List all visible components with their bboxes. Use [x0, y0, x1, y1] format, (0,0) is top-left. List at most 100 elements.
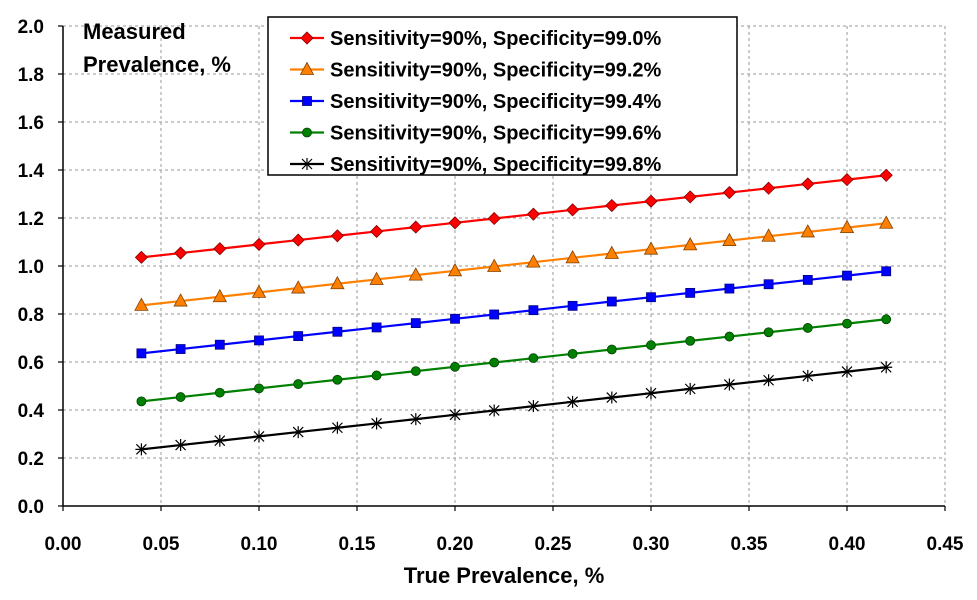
data-point: [722, 232, 737, 246]
series-line: [141, 222, 887, 307]
legend-label: Sensitivity=90%, Specificity=99.2%: [330, 60, 662, 82]
data-point: [449, 408, 461, 421]
x-tick-label: 0.05: [143, 534, 180, 555]
data-point: [723, 378, 736, 391]
axes: [58, 25, 946, 511]
data-point: [371, 370, 382, 381]
data-point: [842, 318, 852, 329]
data-point: [487, 258, 502, 272]
legend-label: Sensitivity=90%, Specificity=99.6%: [330, 123, 662, 145]
data-point: [761, 228, 776, 242]
data-point: [332, 326, 343, 337]
data-point: [212, 288, 227, 303]
y-tick-label: 1.6: [18, 113, 44, 134]
data-point: [841, 365, 853, 378]
data-point: [134, 297, 149, 311]
data-point: [606, 296, 617, 307]
y-axis-title-line-2: Prevalence, %: [83, 52, 231, 77]
data-point: [291, 233, 305, 247]
data-point: [528, 353, 539, 364]
data-point: [174, 246, 188, 260]
data-point: [685, 287, 696, 298]
data-point: [136, 348, 147, 359]
y-tick-label: 1.2: [18, 209, 44, 230]
data-point: [330, 229, 344, 243]
data-point: [134, 250, 148, 264]
data-point: [763, 327, 774, 338]
data-point: [175, 344, 186, 354]
series-1: [134, 168, 893, 264]
data-point: [762, 374, 775, 387]
data-point: [645, 387, 657, 400]
data-point: [489, 309, 500, 320]
data-point: [370, 417, 383, 430]
x-tick-label: 0.00: [45, 534, 82, 555]
data-point: [175, 392, 186, 402]
data-point: [724, 331, 735, 342]
data-point: [292, 426, 305, 439]
legend-entry: Sensitivity=90%, Specificity=99.6%: [290, 123, 662, 145]
data-point: [448, 216, 462, 230]
data-point: [605, 198, 619, 213]
series-line: [141, 366, 887, 451]
data-point: [214, 339, 225, 350]
data-point: [566, 203, 580, 217]
y-tick-label: 0.8: [18, 305, 44, 326]
data-point: [410, 366, 421, 377]
data-point: [722, 185, 736, 200]
data-point: [879, 215, 894, 229]
data-point: [447, 262, 463, 277]
data-point: [254, 335, 264, 346]
data-point: [489, 357, 500, 368]
data-point: [371, 322, 382, 333]
y-axis-title-line-1: Measured: [83, 19, 186, 44]
y-tick-label: 1.8: [18, 65, 44, 86]
data-point: [450, 361, 460, 372]
series-line: [141, 174, 887, 259]
legend-entry: Sensitivity=90%, Specificity=99.4%: [290, 91, 662, 113]
x-tick-label: 0.10: [241, 534, 278, 555]
legend-label: Sensitivity=90%, Specificity=99.4%: [330, 91, 662, 113]
data-point: [724, 283, 735, 294]
data-point: [881, 266, 892, 277]
data-point: [839, 219, 855, 234]
data-point: [450, 313, 460, 324]
legend-entry: Sensitivity=90%, Specificity=99.2%: [290, 60, 662, 82]
data-point: [251, 284, 267, 298]
legend-marker: [300, 31, 314, 45]
data-point: [213, 434, 226, 447]
legend-marker: [299, 61, 315, 75]
legend-box: [267, 16, 738, 176]
data-point: [332, 374, 343, 385]
data-point: [370, 224, 384, 239]
data-point: [136, 396, 147, 407]
data-point: [488, 404, 501, 417]
legend-marker: [301, 158, 313, 170]
data-point: [173, 293, 188, 307]
data-point: [213, 242, 227, 256]
y-tick-label: 1.4: [18, 161, 45, 182]
data-point: [802, 275, 813, 285]
x-tick-label: 0.30: [633, 534, 670, 555]
data-point: [526, 207, 540, 221]
data-point: [528, 305, 539, 316]
data-point: [526, 254, 541, 268]
data-point: [801, 177, 815, 191]
data-point: [254, 383, 264, 394]
data-point: [409, 220, 423, 234]
data-point: [605, 391, 618, 404]
x-tick-label: 0.15: [339, 534, 376, 555]
legend-label: Sensitivity=90%, Specificity=99.0%: [330, 28, 662, 50]
series-4: [136, 314, 892, 407]
y-tick-label: 0.2: [18, 449, 44, 470]
series-5: [135, 361, 893, 456]
data-point: [293, 379, 304, 389]
data-point: [331, 421, 344, 434]
data-point: [174, 439, 187, 452]
data-point: [644, 194, 658, 208]
data-point: [801, 369, 814, 382]
data-point: [330, 275, 345, 290]
series-2: [134, 215, 894, 311]
x-tick-label: 0.40: [829, 534, 866, 555]
y-tick-label: 0.4: [18, 401, 45, 422]
